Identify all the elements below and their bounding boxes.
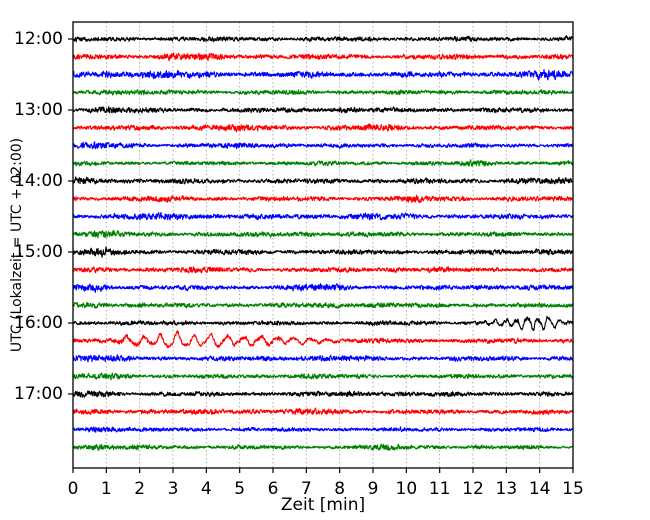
trace-14-15 xyxy=(72,194,574,204)
trace-14-00 xyxy=(72,176,574,185)
y-tick-label: 16:00 xyxy=(14,313,63,333)
trace-12-45 xyxy=(72,89,574,96)
x-tick-label: 0 xyxy=(68,479,79,499)
y-tick-label: 15:00 xyxy=(14,242,63,262)
trace-15-15 xyxy=(72,265,574,274)
trace-13-45 xyxy=(72,159,574,167)
trace-16-45 xyxy=(72,372,574,381)
trace-15-30 xyxy=(72,283,574,293)
y-axis-title: UTC (Lokalzeit = UTC + 02:00) xyxy=(9,138,25,352)
x-axis-title: Zeit [min] xyxy=(281,495,365,515)
trace-lines xyxy=(72,35,574,452)
x-tick-label: 6 xyxy=(268,479,279,499)
x-tick-label: 3 xyxy=(168,479,179,499)
x-tick-label: 2 xyxy=(134,479,145,499)
trace-16-15 xyxy=(72,330,574,349)
y-axis-ticks xyxy=(68,38,73,395)
y-axis-tick-labels: 12:00 13:00 14:00 15:00 16:00 17:00 xyxy=(14,29,63,404)
x-tick-label: 10 xyxy=(396,479,418,499)
y-tick-label: 14:00 xyxy=(14,171,63,191)
x-tick-label: 4 xyxy=(201,479,212,499)
trace-16-30 xyxy=(72,354,574,363)
x-tick-label: 8 xyxy=(334,479,345,499)
trace-14-45 xyxy=(72,229,574,239)
trace-17-15 xyxy=(72,407,574,416)
trace-17-30 xyxy=(72,426,574,433)
x-tick-label: 1 xyxy=(101,479,112,499)
trace-12-00 xyxy=(72,35,574,43)
plot-area-background xyxy=(73,22,573,468)
y-tick-label: 13:00 xyxy=(14,100,63,120)
y-tick-label: 17:00 xyxy=(14,384,63,404)
y-tick-label: 12:00 xyxy=(14,29,63,49)
trace-12-15 xyxy=(72,52,574,62)
trace-15-45 xyxy=(72,301,574,309)
x-tick-label: 5 xyxy=(234,479,245,499)
trace-13-15 xyxy=(72,123,574,133)
trace-15-00 xyxy=(72,246,574,258)
trace-17-00 xyxy=(72,390,574,398)
trace-13-00 xyxy=(72,106,574,114)
trace-13-30 xyxy=(72,141,574,150)
x-tick-label: 12 xyxy=(462,479,484,499)
x-tick-label: 15 xyxy=(562,479,584,499)
trace-14-30 xyxy=(72,211,574,221)
x-tick-label: 13 xyxy=(496,479,518,499)
x-axis-ticks xyxy=(72,468,574,473)
trace-12-30 xyxy=(72,69,574,81)
trace-17-45 xyxy=(72,443,574,452)
x-tick-label: 9 xyxy=(368,479,379,499)
trace-16-00 xyxy=(72,315,574,332)
x-tick-label: 11 xyxy=(429,479,451,499)
x-tick-label: 14 xyxy=(529,479,551,499)
x-tick-label: 7 xyxy=(301,479,312,499)
x-axis-tick-labels: 0 1 2 3 4 5 6 7 8 9 10 11 12 13 14 15 xyxy=(68,479,584,499)
plot-border xyxy=(72,21,574,469)
